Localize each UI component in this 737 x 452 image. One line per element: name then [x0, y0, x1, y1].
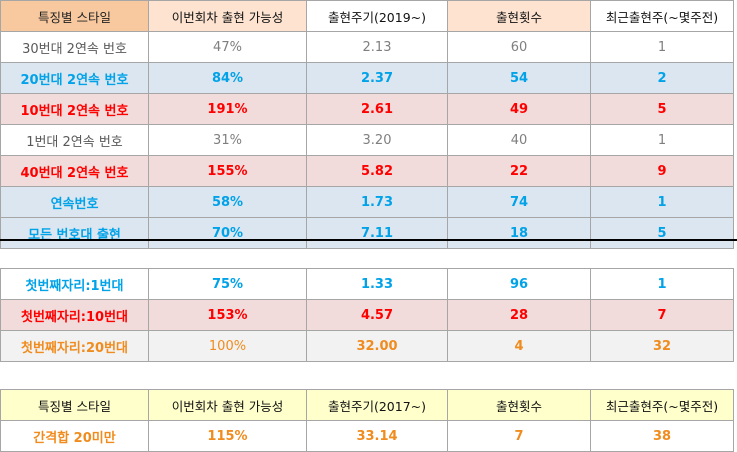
cycle-cell[interactable]: 3.20: [306, 124, 448, 156]
probability-cell[interactable]: 155%: [148, 155, 307, 187]
first-position-table: 첫번째자리:1번대 75% 1.33 96 1 첫번째자리:10번대 153% …: [0, 268, 734, 362]
header-cell[interactable]: 출현횟수: [447, 0, 591, 32]
cycle-cell[interactable]: 5.82: [306, 155, 448, 187]
header-cell[interactable]: 최근출현주(~몇주전): [590, 0, 734, 32]
pattern-stats-table: 특징별 스타일 이번회차 출현 가능성 출현주기(2019~) 출현횟수 최근출…: [0, 0, 734, 249]
count-cell[interactable]: 4: [447, 330, 591, 362]
count-cell[interactable]: 18: [447, 217, 591, 249]
count-cell[interactable]: 74: [447, 186, 591, 218]
recent-cell[interactable]: 1: [590, 186, 734, 218]
recent-cell[interactable]: 9: [590, 155, 734, 187]
table-row: 20번대 2연속 번호 84% 2.37 54 2: [0, 62, 734, 94]
probability-cell[interactable]: 115%: [148, 420, 307, 452]
table-row: 모든 번호대 출현 70% 7.11 18 5: [0, 217, 734, 249]
count-cell[interactable]: 60: [447, 31, 591, 63]
style-cell[interactable]: 1번대 2연속 번호: [0, 124, 149, 156]
count-cell[interactable]: 40: [447, 124, 591, 156]
style-cell[interactable]: 간격합 20미만: [0, 420, 149, 452]
probability-cell[interactable]: 58%: [148, 186, 307, 218]
style-cell[interactable]: 10번대 2연속 번호: [0, 93, 149, 125]
table-row: 첫번째자리:20번대 100% 32.00 4 32: [0, 330, 734, 362]
cycle-cell[interactable]: 2.13: [306, 31, 448, 63]
recent-cell[interactable]: 5: [590, 93, 734, 125]
recent-cell[interactable]: 2: [590, 62, 734, 94]
cycle-cell[interactable]: 33.14: [306, 420, 448, 452]
cycle-cell[interactable]: 2.37: [306, 62, 448, 94]
section-divider: [0, 239, 737, 241]
count-cell[interactable]: 49: [447, 93, 591, 125]
header-cell[interactable]: 이번회차 출현 가능성: [148, 389, 307, 421]
header-cell[interactable]: 이번회차 출현 가능성: [148, 0, 307, 32]
recent-cell[interactable]: 1: [590, 31, 734, 63]
header-cell[interactable]: 출현주기(2019~): [306, 0, 448, 32]
table-row: 첫번째자리:1번대 75% 1.33 96 1: [0, 268, 734, 300]
cycle-cell[interactable]: 1.33: [306, 268, 448, 300]
table-row: 1번대 2연속 번호 31% 3.20 40 1: [0, 124, 734, 156]
table-row: 간격합 20미만 115% 33.14 7 38: [0, 420, 734, 452]
probability-cell[interactable]: 31%: [148, 124, 307, 156]
count-cell[interactable]: 54: [447, 62, 591, 94]
count-cell[interactable]: 22: [447, 155, 591, 187]
recent-cell[interactable]: 1: [590, 124, 734, 156]
style-cell[interactable]: 연속번호: [0, 186, 149, 218]
probability-cell[interactable]: 191%: [148, 93, 307, 125]
table-row: 30번대 2연속 번호 47% 2.13 60 1: [0, 31, 734, 63]
header-cell[interactable]: 최근출현주(~몇주전): [590, 389, 734, 421]
table-row: 40번대 2연속 번호 155% 5.82 22 9: [0, 155, 734, 187]
probability-cell[interactable]: 75%: [148, 268, 307, 300]
gap-sum-table: 특징별 스타일 이번회차 출현 가능성 출현주기(2017~) 출현횟수 최근출…: [0, 389, 734, 452]
style-cell[interactable]: 모든 번호대 출현: [0, 217, 149, 249]
count-cell[interactable]: 28: [447, 299, 591, 331]
probability-cell[interactable]: 47%: [148, 31, 307, 63]
cycle-cell[interactable]: 7.11: [306, 217, 448, 249]
header-cell[interactable]: 특징별 스타일: [0, 389, 149, 421]
table-row: 연속번호 58% 1.73 74 1: [0, 186, 734, 218]
table-row: 10번대 2연속 번호 191% 2.61 49 5: [0, 93, 734, 125]
header-row: 특징별 스타일 이번회차 출현 가능성 출현주기(2017~) 출현횟수 최근출…: [0, 389, 734, 421]
probability-cell[interactable]: 153%: [148, 299, 307, 331]
recent-cell[interactable]: 7: [590, 299, 734, 331]
recent-cell[interactable]: 5: [590, 217, 734, 249]
header-cell[interactable]: 출현횟수: [447, 389, 591, 421]
cycle-cell[interactable]: 32.00: [306, 330, 448, 362]
table-row: 첫번째자리:10번대 153% 4.57 28 7: [0, 299, 734, 331]
header-row: 특징별 스타일 이번회차 출현 가능성 출현주기(2019~) 출현횟수 최근출…: [0, 0, 734, 32]
header-cell[interactable]: 출현주기(2017~): [306, 389, 448, 421]
cycle-cell[interactable]: 1.73: [306, 186, 448, 218]
probability-cell[interactable]: 84%: [148, 62, 307, 94]
recent-cell[interactable]: 1: [590, 268, 734, 300]
style-cell[interactable]: 20번대 2연속 번호: [0, 62, 149, 94]
cycle-cell[interactable]: 2.61: [306, 93, 448, 125]
count-cell[interactable]: 96: [447, 268, 591, 300]
recent-cell[interactable]: 32: [590, 330, 734, 362]
probability-cell[interactable]: 100%: [148, 330, 307, 362]
probability-cell[interactable]: 70%: [148, 217, 307, 249]
header-cell[interactable]: 특징별 스타일: [0, 0, 149, 32]
style-cell[interactable]: 40번대 2연속 번호: [0, 155, 149, 187]
style-cell[interactable]: 첫번째자리:10번대: [0, 299, 149, 331]
recent-cell[interactable]: 38: [590, 420, 734, 452]
style-cell[interactable]: 첫번째자리:1번대: [0, 268, 149, 300]
count-cell[interactable]: 7: [447, 420, 591, 452]
style-cell[interactable]: 30번대 2연속 번호: [0, 31, 149, 63]
cycle-cell[interactable]: 4.57: [306, 299, 448, 331]
style-cell[interactable]: 첫번째자리:20번대: [0, 330, 149, 362]
